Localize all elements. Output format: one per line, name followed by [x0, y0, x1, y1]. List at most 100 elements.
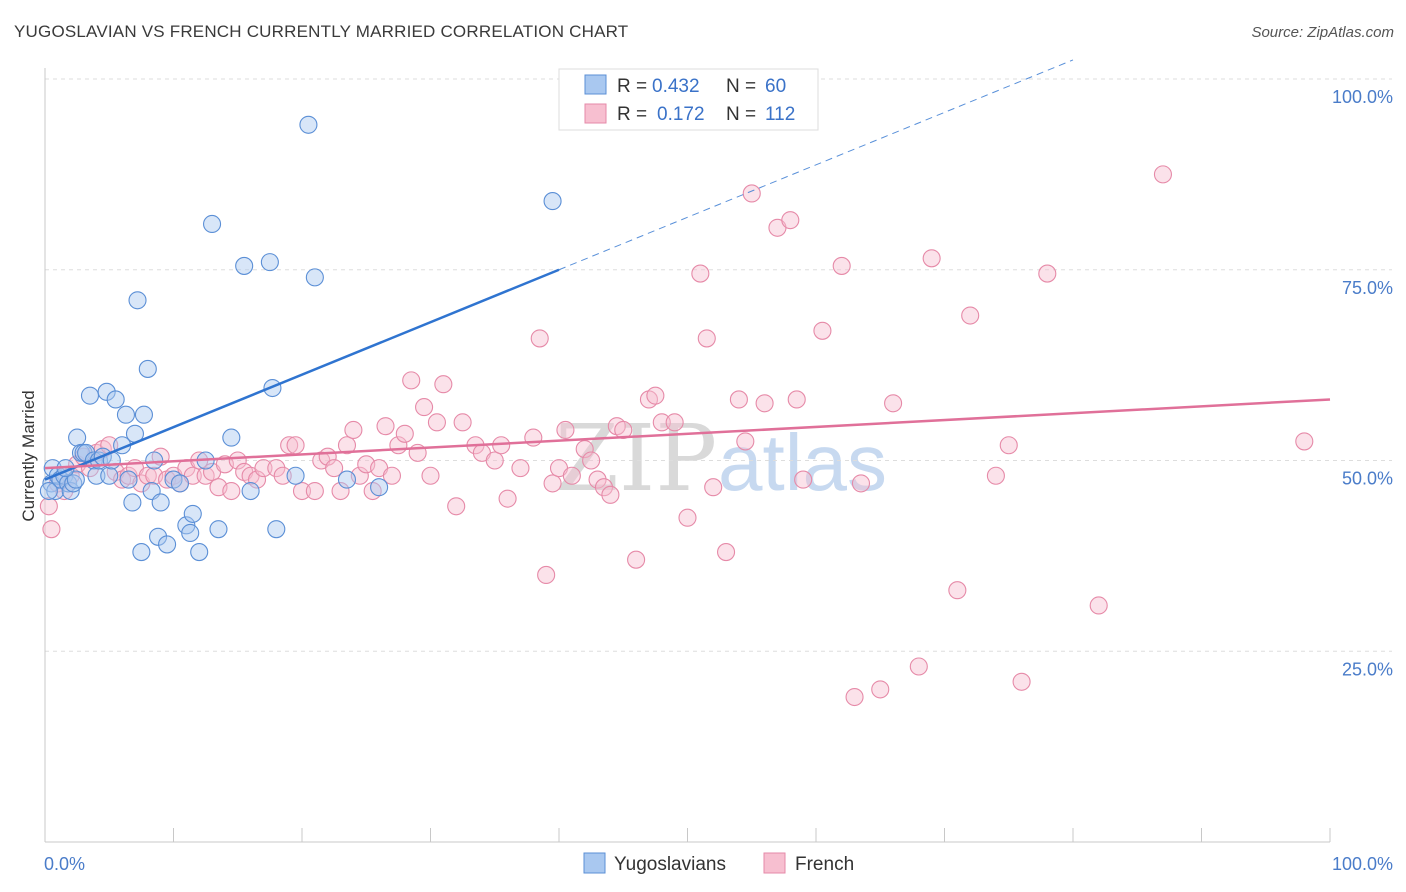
french-point-110: [986, 466, 1005, 485]
yugo-point-24: [116, 405, 136, 424]
french-point-44: [331, 481, 350, 501]
yugoslavians-trend-extension: [558, 59, 1074, 271]
yugo-point-58: [39, 481, 58, 501]
legend-n-value-yugoslavians: 60: [765, 76, 786, 97]
legend-r-value-french: 0.172: [657, 104, 705, 125]
legend-box: R = 0.432 N = 60 R = 0.172 N = 112: [558, 68, 819, 131]
yugo-point-14: [80, 386, 100, 405]
french-point-16: [138, 466, 157, 485]
french-point-70: [530, 329, 549, 348]
yugo-point-45: [209, 520, 228, 539]
french-point-89: [691, 264, 710, 283]
legend-n-label-yugoslavians: N =: [726, 76, 756, 97]
french-point-55: [402, 371, 421, 390]
french-point-86: [652, 413, 671, 432]
french-point-80: [601, 485, 620, 504]
yugo-point-29: [132, 543, 151, 562]
french-point-68: [511, 459, 530, 478]
french-point-105: [884, 394, 903, 413]
french-point-101: [813, 321, 832, 340]
french-point-46: [344, 420, 363, 440]
french-point-102: [832, 256, 851, 275]
french-point-40: [305, 481, 324, 501]
french-point-109: [961, 306, 980, 325]
legend-r-value-yugoslavians: 0.432: [652, 76, 700, 97]
french-point-108: [948, 581, 967, 600]
french-point-106: [909, 657, 928, 676]
yugo-point-44: [203, 214, 222, 234]
french-point-62: [453, 413, 472, 432]
yugo-point-20: [100, 466, 119, 485]
french-trend-line: [44, 398, 1331, 470]
yugo-point-36: [158, 535, 177, 554]
bottom-legend-swatch-yugoslavians: [583, 852, 606, 874]
french-point-75: [562, 466, 581, 485]
french-point-36: [273, 466, 292, 485]
yugo-point-40: [181, 523, 200, 543]
yugo-point-35: [151, 493, 170, 512]
y-tick-label-100: 100.0%: [1332, 87, 1393, 107]
yugo-point-9: [66, 470, 85, 489]
french-point-95: [742, 184, 761, 203]
french-point-39: [292, 481, 312, 501]
bottom-legend-label-yugoslavians: Yugoslavians: [614, 854, 726, 875]
yugo-point-51: [267, 520, 286, 539]
french-point-85: [646, 386, 665, 405]
french-point-115: [1153, 165, 1172, 184]
french-point-29: [222, 481, 241, 501]
french-point-96: [755, 394, 774, 413]
french-point-74: [556, 420, 575, 440]
french-point-58: [421, 466, 440, 485]
legend-n-value-french: 112: [765, 104, 795, 125]
y-tick-labels: 100.0% 75.0% 50.0% 25.0%: [1332, 87, 1393, 679]
y-tick-label-50: 50.0%: [1342, 469, 1393, 489]
french-point-43: [325, 459, 344, 478]
french-point-114: [1089, 596, 1108, 615]
french-point-100: [794, 470, 813, 489]
french-point-111: [999, 436, 1018, 455]
yugo-point-52: [286, 466, 305, 485]
french-point-107: [922, 249, 941, 268]
yugo-point-26: [123, 493, 142, 512]
y-tick-label-25: 25.0%: [1342, 659, 1393, 679]
yugo-point-48: [241, 481, 260, 501]
french-point-61: [447, 497, 466, 516]
yugo-point-54: [305, 268, 324, 287]
french-point-116: [1295, 432, 1314, 451]
x-tick-label-left: 0.0%: [44, 854, 85, 874]
french-point-103: [845, 687, 864, 707]
french-point-79: [594, 478, 614, 497]
bottom-legend: Yugoslavians French: [583, 852, 854, 875]
yugo-point-31: [138, 359, 157, 378]
gridlines: [45, 78, 1392, 652]
french-point-98: [781, 211, 800, 230]
trend-lines: [44, 59, 1331, 481]
french-point-93: [729, 390, 748, 409]
french-point-33: [247, 470, 267, 489]
legend-r-label-yugoslavians: R =: [617, 76, 647, 97]
y-axis-label: Currently Married: [19, 390, 38, 521]
french-point-92: [716, 543, 736, 562]
french-point-104: [871, 680, 890, 699]
french-point-76: [575, 440, 594, 459]
bottom-legend-swatch-french: [763, 852, 786, 874]
french-point-72: [543, 474, 562, 493]
yugo-point-38: [170, 474, 189, 493]
chart-title: YUGOSLAVIAN VS FRENCH CURRENTLY MARRIED …: [14, 22, 629, 41]
french-point-113: [1038, 264, 1057, 283]
yugo-point-28: [128, 291, 147, 310]
yugo-point-30: [134, 405, 153, 424]
french-point-78: [588, 470, 607, 489]
french-point-51: [376, 417, 395, 436]
yugo-point-46: [222, 428, 241, 447]
french-point-54: [395, 424, 414, 443]
yugo-point-41: [183, 504, 202, 523]
french-point-65: [485, 451, 504, 470]
legend-swatch-french: [584, 103, 607, 124]
yugo-point-53: [299, 115, 318, 134]
french-point-52: [382, 466, 402, 485]
french-series: [39, 165, 1314, 707]
legend-swatch-yugoslavians: [584, 74, 607, 95]
french-point-71: [537, 565, 556, 585]
